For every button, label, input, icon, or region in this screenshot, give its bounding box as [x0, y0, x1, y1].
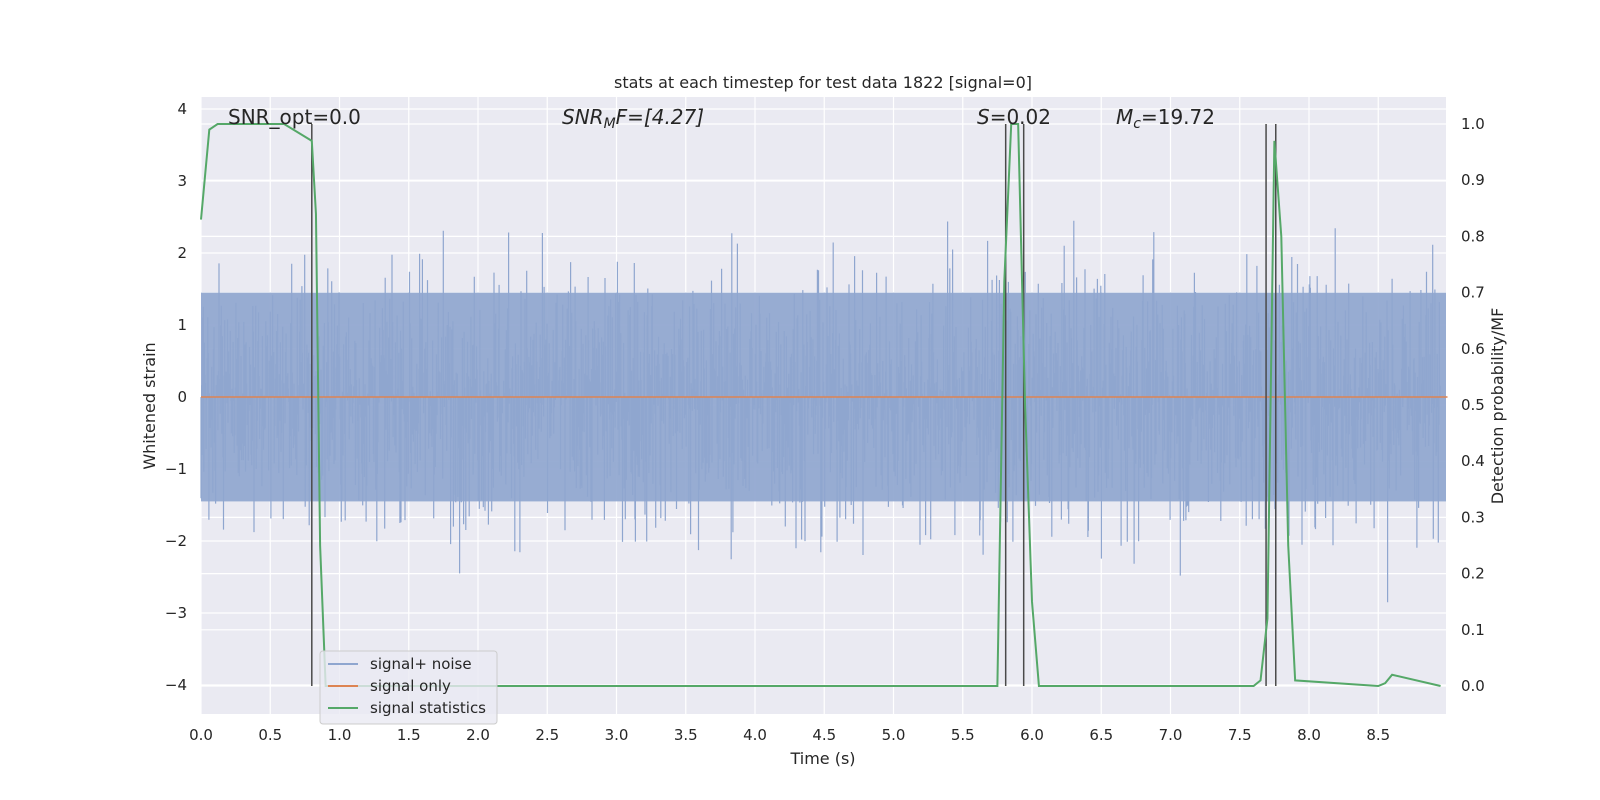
legend-label-signal-noise: signal+ noise	[370, 655, 472, 673]
x-tick-label: 1.0	[328, 726, 352, 744]
legend-box	[319, 650, 498, 725]
signal-statistics-line	[200, 123, 1441, 688]
y-left-tick-label: 2	[177, 244, 187, 262]
x-tick-label: 2.5	[535, 726, 559, 744]
snr-mf-base: SNR	[562, 105, 604, 129]
x-tick-label: 8.0	[1297, 726, 1321, 744]
mc-sub: c	[1133, 116, 1141, 132]
y-axis-label-left: Whitened strain	[140, 342, 159, 469]
x-tick-label: 4.0	[743, 726, 767, 744]
x-tick-label: 7.5	[1228, 726, 1252, 744]
y-axis-label-right: Detection probability/MF	[1488, 308, 1507, 505]
chart-title: stats at each timestep for test data 182…	[614, 73, 1032, 92]
y-left-tick-labels: 4 3 2 1 0 −1 −2 −3 −4	[165, 100, 187, 694]
x-tick-label: 5.5	[951, 726, 975, 744]
y-left-tick-label: −2	[165, 532, 187, 550]
y-left-tick-label: 3	[177, 172, 187, 190]
x-tick-label: 3.5	[674, 726, 698, 744]
y-right-tick-label: 0.6	[1461, 340, 1485, 358]
y-left-tick-label: −3	[165, 604, 187, 622]
y-right-tick-label: 0.0	[1461, 677, 1485, 695]
y-right-tick-label: 0.4	[1461, 452, 1485, 470]
y-right-tick-label: 0.7	[1461, 284, 1485, 302]
vertical-markers	[311, 124, 1277, 686]
x-tick-label: 5.0	[882, 726, 906, 744]
snr-mf-rest: F=[4.27]	[616, 105, 704, 129]
y-right-tick-label: 1.0	[1461, 115, 1485, 133]
mc-base: M	[1116, 105, 1133, 129]
y-right-tick-label: 0.3	[1461, 508, 1485, 526]
x-tick-label: 0.5	[258, 726, 282, 744]
s-stat-italic: S	[977, 105, 990, 129]
annotation-s-stat: S=0.02	[977, 105, 1051, 129]
snr-mf-sub: M	[604, 116, 616, 132]
x-tick-label: 4.5	[812, 726, 836, 744]
x-tick-label: 1.5	[397, 726, 421, 744]
x-tick-label: 0.0	[189, 726, 213, 744]
x-tick-label: 8.5	[1366, 726, 1390, 744]
y-left-tick-label: 1	[177, 316, 187, 334]
legend: signal+ noise signal only signal statist…	[319, 650, 498, 725]
x-tick-label: 3.0	[605, 726, 629, 744]
y-right-tick-label: 0.9	[1461, 171, 1485, 189]
y-left-tick-label: 4	[177, 100, 187, 118]
y-left-tick-label: −1	[165, 460, 187, 478]
legend-label-signal-only: signal only	[370, 677, 451, 695]
annotation-snr-opt: SNR_opt=0.0	[228, 105, 361, 129]
x-tick-label: 2.0	[466, 726, 490, 744]
y-right-tick-label: 0.8	[1461, 227, 1485, 245]
annotation-snr-mf: SNRMF=[4.27]	[562, 105, 704, 132]
s-stat-rest: =0.02	[990, 105, 1051, 129]
legend-label-signal-statistics: signal statistics	[370, 699, 486, 717]
y-right-tick-label: 0.2	[1461, 565, 1485, 583]
y-right-tick-label: 0.5	[1461, 396, 1485, 414]
y-left-tick-label: 0	[177, 388, 187, 406]
y-left-tick-label: −4	[165, 676, 187, 694]
x-axis-label: Time (s)	[789, 749, 855, 768]
mc-rest: =19.72	[1141, 105, 1215, 129]
x-tick-labels: 0.0 0.5 1.0 1.5 2.0 2.5 3.0 3.5 4.0 4.5 5.0 5.5 6.0 6…	[189, 726, 1390, 744]
x-tick-label: 6.5	[1089, 726, 1113, 744]
y-right-tick-label: 0.1	[1461, 621, 1485, 639]
x-tick-label: 6.0	[1020, 726, 1044, 744]
x-tick-label: 7.0	[1159, 726, 1183, 744]
signal-statistics-series	[200, 123, 1441, 688]
annotation-mc: Mc=19.72	[1116, 105, 1215, 132]
y-right-tick-labels: 1.0 0.9 0.8 0.7 0.6 0.5 0.4 0.3 0.2 0.1 0.0	[1461, 115, 1485, 695]
